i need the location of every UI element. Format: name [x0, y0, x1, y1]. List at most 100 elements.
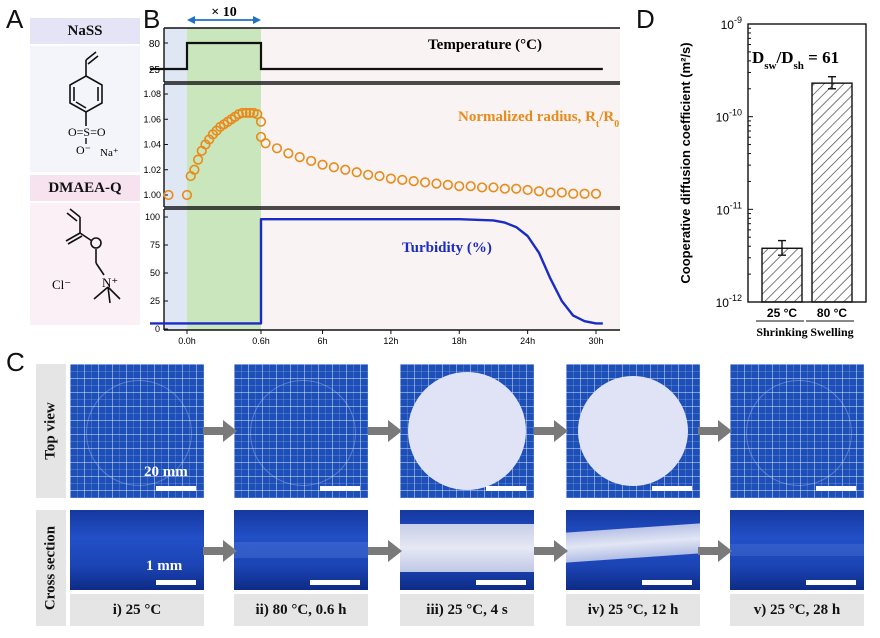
radius-data-point	[255, 116, 267, 127]
radius-data-point	[499, 183, 510, 194]
radius-data-point	[374, 170, 385, 182]
radius-data-point	[408, 176, 419, 187]
radius-data-point	[522, 184, 533, 196]
ratio-sub-sw: sw	[764, 60, 776, 72]
dmaeaq-ammonium-text: N⁺	[102, 275, 118, 290]
x-tick-label: 12h	[383, 336, 398, 345]
row-label-top-view: Top view	[36, 364, 66, 498]
x-tick-label: 6h	[318, 336, 328, 345]
arrow-right-icon	[203, 540, 237, 562]
dmaeaq-structure: Cl⁻ N⁺	[52, 208, 121, 304]
y-tick-exp: -12	[729, 293, 742, 303]
cross-section-image-iii	[400, 510, 534, 590]
nass-structure: O=S=O O⁻ Na⁺	[68, 51, 119, 159]
radius-data-point	[476, 182, 488, 193]
radius-data-point	[271, 143, 283, 154]
cross-section-image-i: 1 mm	[70, 510, 204, 590]
radius-data-point	[419, 177, 431, 188]
nass-name: NaSS	[67, 23, 103, 39]
x-tick-label: 30h	[588, 336, 603, 345]
temperature-series-line	[150, 41, 603, 71]
nass-ominus-text: O⁻	[76, 143, 91, 157]
caption-i: i) 25 °C	[70, 594, 204, 626]
dmaeaq-chloride-text: Cl⁻	[52, 277, 71, 292]
y-tick-label: 10-10	[716, 108, 742, 125]
radius-data-point	[385, 173, 396, 184]
x-tick-label: 18h	[452, 336, 467, 345]
turbidity-title: Turbidity (%)	[402, 240, 492, 256]
ratio-mid: /D	[776, 48, 794, 67]
y-tick-base: 10	[716, 203, 730, 217]
cross-section-image-ii	[234, 510, 368, 590]
turbidity-tick-label: 25	[150, 296, 160, 306]
caption-v: v) 25 °C, 28 h	[730, 594, 864, 626]
radius-data-point	[328, 162, 340, 173]
cycle-bracket-right-arrow	[253, 16, 261, 24]
nass-counterion-text: Na⁺	[100, 147, 119, 159]
panel-b-letter: B	[143, 4, 161, 34]
radius-title-sub-0: 0	[614, 119, 619, 130]
arrow-right-icon	[368, 540, 402, 562]
radius-data-point	[397, 174, 408, 185]
radius-data-point	[181, 189, 193, 201]
radius-data-point	[488, 182, 499, 193]
scale-bar-top-v	[816, 486, 856, 491]
radius-data-point	[442, 179, 453, 190]
radius-data-point	[579, 188, 590, 199]
scale-bar-bottom-iv	[642, 580, 692, 585]
swollen-gel-disk	[408, 372, 526, 490]
scale-label-top: 20 mm	[144, 464, 188, 480]
pre-heat-region	[164, 28, 187, 330]
radius-data-point	[237, 107, 248, 119]
radius-tick-label: 1.02	[143, 165, 161, 175]
radius-title: Normalized radius, Rt/R0	[458, 109, 619, 130]
dmaeaq-name: DMAEA-Q	[48, 180, 122, 196]
y-tick-base: 10	[716, 296, 730, 310]
caption-ii: ii) 80 °C, 0.6 h	[234, 594, 368, 626]
top-view-image-iv	[566, 364, 700, 498]
scale-bar-top-i	[156, 486, 196, 491]
radius-data-point	[556, 187, 567, 198]
cross-section-image-iv	[566, 510, 700, 590]
dmaeaq-structure-box: Cl⁻ N⁺	[30, 203, 140, 325]
row-label-top-view-text: Top view	[42, 402, 59, 460]
x-tick-label: 0.6h	[252, 336, 270, 345]
top-view-image-iii	[400, 364, 534, 498]
cycle-label: × 10	[211, 5, 236, 20]
nass-name-box: NaSS	[30, 18, 140, 44]
turbidity-tick-label: 75	[150, 240, 160, 250]
faint-gel-outline	[746, 380, 852, 486]
top-view-image-v	[730, 364, 864, 498]
radius-tick-label: 1.08	[143, 89, 161, 99]
heating-region-highlight	[187, 28, 261, 330]
row-label-cross-section: Cross section	[36, 510, 66, 626]
radius-tick-label: 1.00	[143, 190, 161, 200]
panel-d-letter: D	[636, 4, 655, 34]
ratio-annotation: Dsw/Dsh = 61	[752, 48, 839, 72]
radius-data-point	[260, 138, 271, 149]
temp-tick-label: 25	[149, 65, 161, 76]
panel-b-chart: × 10 80 25 Temperature (°C) 1.08 1.06 1.04 1.02…	[143, 5, 620, 345]
scale-label-bottom: 1 mm	[146, 558, 183, 574]
gel-layer	[234, 542, 368, 558]
y-tick-exp: -11	[730, 200, 742, 210]
arrow-right-icon	[698, 420, 732, 442]
radius-data-point	[294, 152, 305, 163]
turbidity-tick-label: 50	[150, 268, 160, 278]
top-view-image-ii	[234, 364, 368, 498]
ratio-value: = 61	[804, 48, 839, 67]
faint-gel-outline	[250, 380, 356, 486]
radius-data-point	[545, 187, 556, 198]
panel-c-letter: C	[6, 347, 25, 377]
radius-data-point	[189, 164, 200, 175]
cross-section-image-v	[730, 510, 864, 590]
radius-title-main: Normalized radius, R	[458, 109, 596, 125]
radius-tick-label: 1.04	[143, 140, 161, 150]
y-axis-label: Cooperative diffusion coefficient (m²/s)	[678, 42, 693, 283]
bar-shrinking	[761, 247, 803, 303]
caption-iv: iv) 25 °C, 12 h	[566, 594, 700, 626]
turbidity-series-line	[150, 218, 603, 325]
ratio-sub-sh: sh	[794, 60, 804, 72]
radius-data-point	[465, 181, 476, 192]
category-group-label: Shrinking	[756, 325, 807, 339]
